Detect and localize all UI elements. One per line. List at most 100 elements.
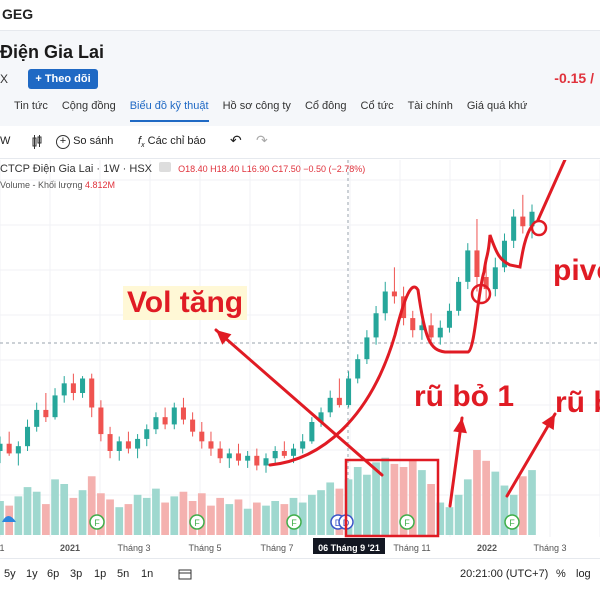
volume-bar <box>69 497 78 535</box>
tab-0[interactable]: Tin tức <box>14 100 48 112</box>
tab-5[interactable]: Cổ tức <box>360 100 394 112</box>
candle-body <box>492 267 498 290</box>
volume-bar <box>436 502 445 535</box>
candle-body <box>235 453 242 461</box>
range-3p[interactable]: 3p <box>70 568 83 580</box>
legend-ohlc: O18.40 H18.40 L16.90 C17.50 −0.50 (−2.78… <box>178 164 366 174</box>
volume-bar <box>280 504 289 535</box>
volume-bar <box>60 484 69 535</box>
volume-bar <box>207 505 215 535</box>
legend-dropdown-icon[interactable] <box>159 162 172 172</box>
stock-header <box>0 31 600 126</box>
volume-bar <box>326 482 335 535</box>
compare-button[interactable]: + So sánh <box>56 135 113 149</box>
tab-4[interactable]: Cổ đông <box>304 100 347 112</box>
candle-body <box>245 455 251 461</box>
candle-body <box>437 327 443 338</box>
annotation-arrow-shakeout-1 <box>448 416 464 508</box>
volume-bar <box>87 476 96 535</box>
candle-body <box>483 277 489 290</box>
candle-body <box>144 429 150 439</box>
x-tick-label: 2022 <box>477 543 497 553</box>
indicators-button[interactable]: fx Các chỉ báo <box>138 135 206 149</box>
x-tick-label: Tháng 3 <box>117 543 150 553</box>
legend-interval: 1W <box>103 163 120 175</box>
candle-body <box>309 422 315 442</box>
volume-bar <box>234 499 243 535</box>
top-bar: GEG <box>0 0 600 31</box>
candle-body <box>336 397 342 406</box>
volume-bar <box>353 467 362 535</box>
tab-3[interactable]: Hồ sơ công ty <box>222 100 291 112</box>
tab-7[interactable]: Giá quá khứ <box>466 100 528 112</box>
event-marker-circle <box>286 514 302 530</box>
date-range-icon[interactable] <box>178 568 192 583</box>
volume-bar <box>500 485 509 535</box>
volume-bar <box>427 484 435 535</box>
candle-body <box>89 378 95 408</box>
volume-bar <box>106 499 114 535</box>
event-marker: F <box>89 514 105 530</box>
annotation-pivot-circle <box>470 283 492 305</box>
annotation-cup-curve <box>268 224 534 467</box>
volume-bar <box>491 471 500 535</box>
event-marker: F <box>189 514 205 530</box>
volume-bar <box>124 504 133 535</box>
candle-body <box>162 417 168 425</box>
range-5y[interactable]: 5y <box>4 568 16 580</box>
volume-bar <box>0 501 4 535</box>
candle-body <box>520 216 526 227</box>
volume-bar <box>454 494 463 535</box>
percent-toggle[interactable]: % <box>556 568 566 580</box>
redo-icon[interactable]: ↷ <box>256 132 268 148</box>
x-tick-label: Tháng 5 <box>188 543 221 553</box>
annotation-pivot-circle <box>530 219 548 237</box>
volume-bar <box>445 507 454 535</box>
range-1n[interactable]: 1n <box>141 568 154 580</box>
range-1p[interactable]: 1p <box>94 568 107 580</box>
event-marker-label: F <box>94 518 100 528</box>
candle-body <box>116 441 122 451</box>
undo-icon[interactable]: ↶ <box>230 132 242 148</box>
volume-bar <box>23 487 32 535</box>
candle-body <box>474 250 480 277</box>
candle-body <box>153 417 159 430</box>
volume-bar <box>14 496 23 535</box>
tab-2[interactable]: Biểu đồ kỹ thuật <box>129 96 209 122</box>
tab-6[interactable]: Tài chính <box>407 100 453 112</box>
volume-bar <box>262 505 270 535</box>
candle-body <box>327 397 333 413</box>
ticker-symbol: GEG <box>2 6 34 22</box>
brand-cloud-icon <box>2 516 16 522</box>
volume-bar <box>161 502 169 535</box>
interval-button[interactable]: W <box>0 135 11 147</box>
x-tick-label: 1 <box>0 543 5 553</box>
candle-body <box>410 318 416 331</box>
volume-bar <box>528 470 536 535</box>
candle-body <box>446 310 452 328</box>
candle-body <box>281 451 287 456</box>
range-6p[interactable]: 6p <box>47 568 60 580</box>
candle-body <box>346 378 352 406</box>
follow-button[interactable]: + Theo dõi <box>28 69 98 89</box>
volume-bar <box>473 450 481 535</box>
annotation-volume-box <box>344 458 440 538</box>
log-toggle[interactable]: log <box>576 568 591 580</box>
volume-bar <box>133 494 142 535</box>
range-1y[interactable]: 1y <box>26 568 38 580</box>
compare-label: So sánh <box>73 135 114 147</box>
volume-bar <box>51 479 59 535</box>
range-5n[interactable]: 5n <box>117 568 130 580</box>
tab-1[interactable]: Cộng đồng <box>61 100 116 112</box>
tab-bar: Tin tức Cộng đồng Biểu đồ kỹ thuật Hồ sơ cô… <box>0 96 600 122</box>
candle-body <box>290 448 297 456</box>
price-chart[interactable]: F F F D D F F1 2021 Tháng 3 Tháng 5 Tháng 7 06 Thán… <box>0 160 600 555</box>
candle-type-icon[interactable] <box>30 135 44 152</box>
volume-bar <box>399 467 408 535</box>
candle-body <box>419 325 425 331</box>
volume-bar <box>482 460 490 535</box>
candle-body <box>511 216 517 241</box>
candle-body <box>70 383 76 393</box>
annotation-shakeout-2: rũ b <box>555 386 600 419</box>
candle-body <box>107 434 113 451</box>
